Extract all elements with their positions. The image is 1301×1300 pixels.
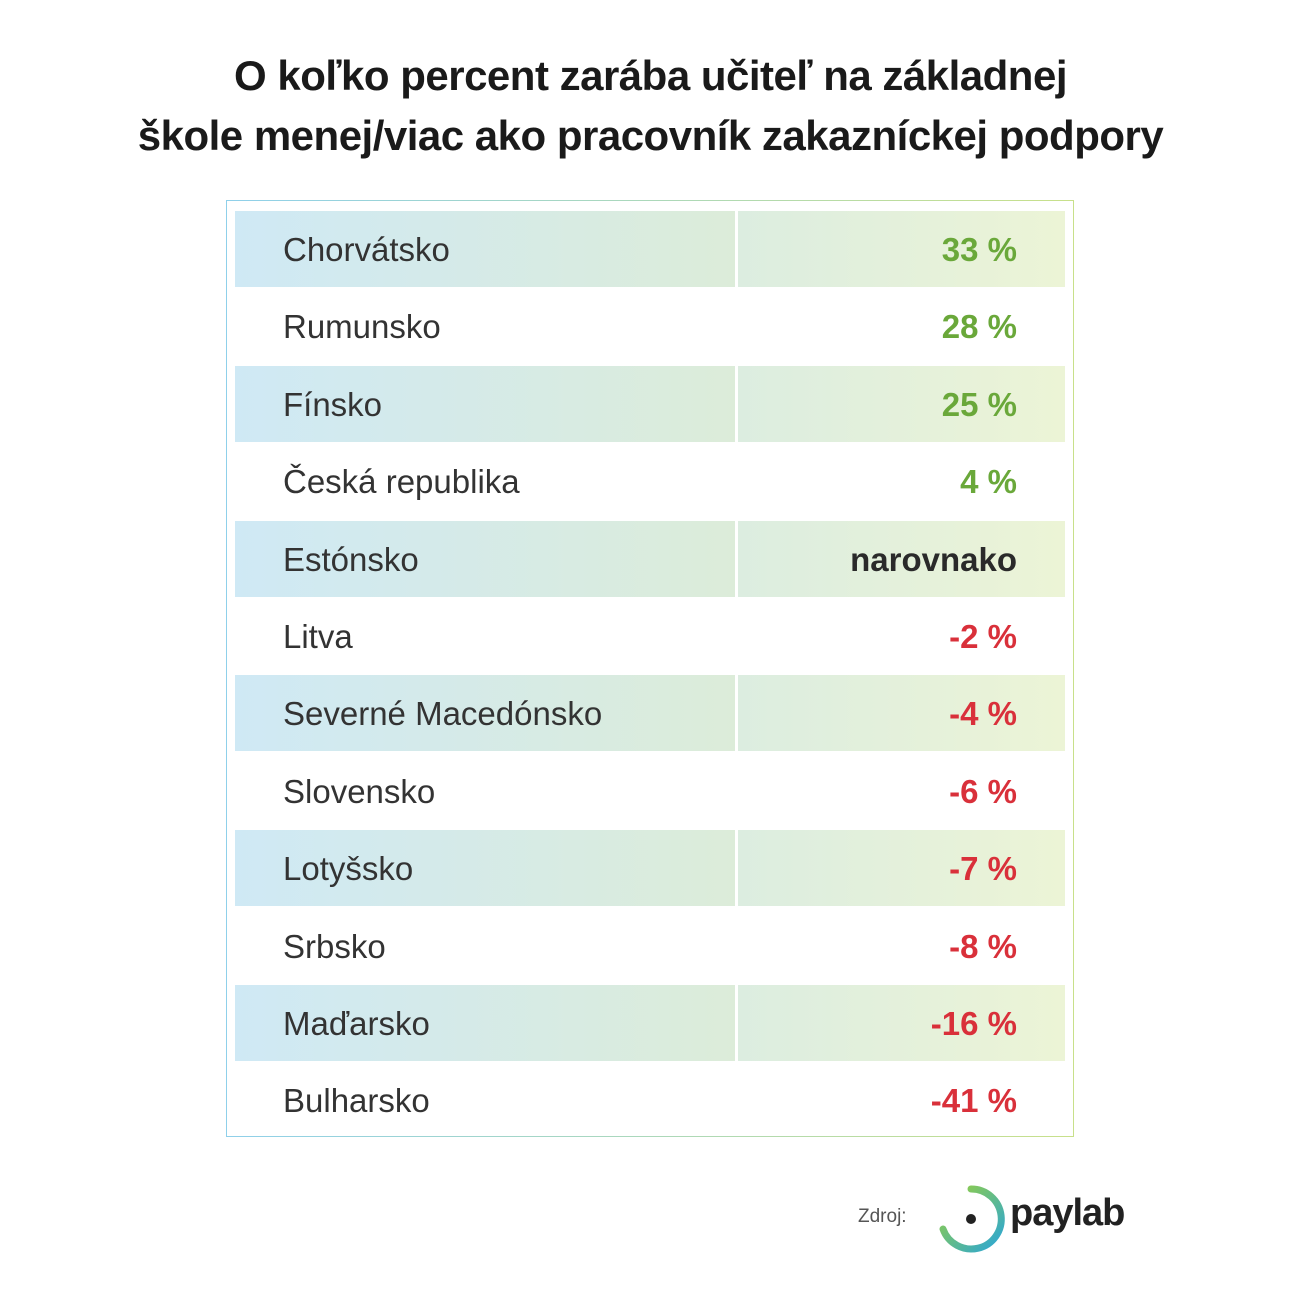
country-cell: Estónsko (235, 520, 735, 597)
table-row: Estónsko narovnako (235, 520, 1065, 597)
table-row: Chorvátsko 33 % (235, 211, 1065, 287)
country-cell: Fínsko (235, 365, 735, 442)
country-cell: Chorvátsko (235, 211, 735, 287)
table-row: Maďarsko -16 % (235, 985, 1065, 1061)
table-row: Bulharsko -41 % (235, 1062, 1065, 1138)
value-cell: -16 % (738, 985, 1065, 1061)
value-cell: -41 % (930, 1082, 1017, 1120)
table-frame (226, 200, 1074, 1137)
table-row: Severné Macedónsko -4 % (235, 675, 1065, 752)
value-cell: 28 % (941, 308, 1017, 346)
logo-icon (939, 1185, 1005, 1253)
value-cell: -6 % (949, 772, 1017, 810)
country-cell: Lotyšsko (235, 830, 735, 907)
value-cell: 25 % (738, 365, 1065, 442)
table-row: Litva -2 % (235, 598, 1065, 674)
country-cell: Srbsko (283, 927, 386, 965)
country-cell: Maďarsko (235, 985, 735, 1061)
country-cell: Bulharsko (283, 1082, 430, 1120)
value-cell: 33 % (738, 211, 1065, 287)
table-row: Fínsko 25 % (235, 365, 1065, 442)
country-cell: Rumunsko (283, 308, 441, 346)
country-cell: Česká republika (283, 463, 520, 501)
value-cell: narovnako (738, 520, 1065, 597)
table-row: Lotyšsko -7 % (235, 830, 1065, 907)
title-line: škole menej/viac ako pracovník zakazníck… (137, 112, 1164, 159)
value-cell: -2 % (949, 618, 1017, 655)
title-line: O koľko percent zarába učiteľ na základn… (234, 52, 1068, 99)
country-cell: Slovensko (283, 772, 436, 810)
brand: paylab (1010, 1192, 1125, 1234)
value-cell: -8 % (949, 927, 1017, 965)
source-label: Zdroj: (858, 1206, 907, 1227)
value-cell: -4 % (738, 675, 1065, 752)
table-row: Slovensko -6 % (235, 753, 1065, 829)
table-row: Srbsko -8 % (235, 908, 1065, 984)
country-cell: Litva (283, 618, 353, 655)
value-cell: 4 % (960, 463, 1017, 501)
table-row: Rumunsko 28 % (235, 288, 1065, 364)
table-row: Česká republika 4 % (235, 443, 1065, 519)
value-cell: -7 % (738, 830, 1065, 907)
country-cell: Severné Macedónsko (235, 675, 735, 752)
